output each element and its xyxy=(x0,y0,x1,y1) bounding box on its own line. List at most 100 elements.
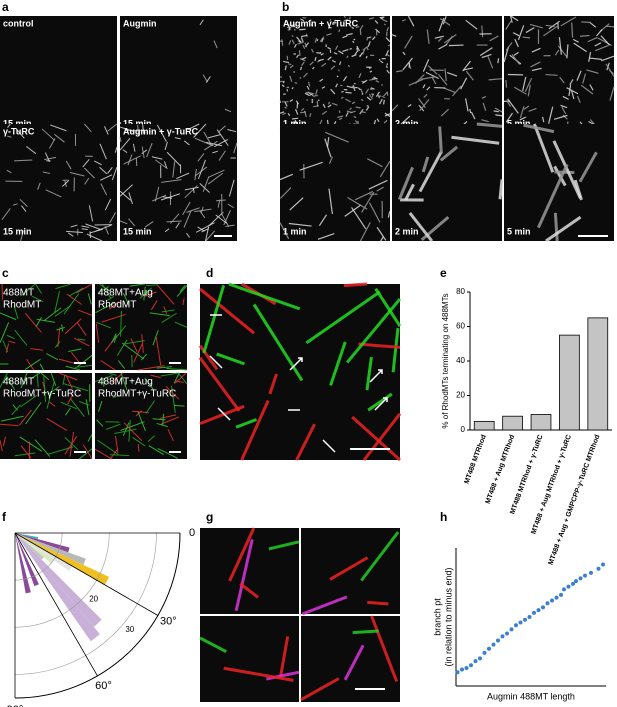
filament xyxy=(325,131,349,143)
filament xyxy=(70,398,85,417)
filament xyxy=(525,27,535,34)
filament xyxy=(186,207,200,213)
filament xyxy=(523,123,555,134)
point xyxy=(541,605,545,610)
point xyxy=(550,598,554,603)
filament xyxy=(369,70,373,73)
filament xyxy=(605,25,615,28)
filament xyxy=(365,356,373,391)
filament xyxy=(503,46,510,63)
filament xyxy=(198,356,241,412)
filament xyxy=(95,323,100,343)
filament xyxy=(560,104,568,109)
filament xyxy=(353,115,357,119)
filament xyxy=(309,92,315,95)
filament xyxy=(524,77,533,92)
filament xyxy=(380,60,384,64)
filament xyxy=(19,198,28,207)
filament xyxy=(41,128,56,141)
filament xyxy=(120,421,145,431)
filament xyxy=(113,335,117,343)
filament xyxy=(407,103,412,108)
filament xyxy=(223,666,294,682)
filament xyxy=(205,76,211,83)
filament xyxy=(42,171,51,174)
filament xyxy=(54,305,72,317)
filament xyxy=(346,297,402,364)
filament xyxy=(26,145,37,155)
filament xyxy=(342,35,348,39)
point xyxy=(509,627,514,632)
filament xyxy=(378,58,381,61)
filament xyxy=(166,151,181,167)
time-label: 1 min xyxy=(283,226,307,236)
filament xyxy=(89,228,104,234)
filament xyxy=(220,213,230,228)
filament xyxy=(86,233,103,242)
image-caption: 488MT xyxy=(3,288,34,299)
filament xyxy=(296,54,300,59)
filament xyxy=(437,74,448,86)
filament xyxy=(434,35,444,39)
filament xyxy=(571,22,574,38)
filament xyxy=(387,44,391,47)
filament xyxy=(522,36,531,39)
image-caption: 488MT+Aug xyxy=(98,377,153,388)
filament xyxy=(422,84,426,89)
filament xyxy=(69,171,85,177)
filament xyxy=(327,46,331,50)
micrograph xyxy=(0,284,92,370)
filament xyxy=(97,400,103,412)
filament xyxy=(300,37,304,43)
filament xyxy=(552,140,582,199)
filament xyxy=(15,127,25,139)
filament xyxy=(13,305,19,320)
filament xyxy=(44,156,57,161)
filament xyxy=(30,348,44,351)
filament xyxy=(375,80,380,83)
filament xyxy=(95,302,115,314)
filament xyxy=(137,411,146,431)
filament xyxy=(327,104,332,108)
filament xyxy=(76,283,93,294)
filament xyxy=(571,90,575,100)
filament xyxy=(545,24,555,28)
filament xyxy=(553,114,568,120)
filament xyxy=(425,71,439,80)
filament xyxy=(197,153,205,162)
scale-bar xyxy=(350,448,390,450)
filament xyxy=(294,28,296,31)
micrograph xyxy=(0,124,117,241)
r-tick-label: 30 xyxy=(125,625,134,634)
filament xyxy=(301,595,348,616)
filament xyxy=(497,58,500,64)
filament xyxy=(100,183,108,196)
bar xyxy=(559,334,580,431)
filament xyxy=(195,222,215,233)
filament xyxy=(402,18,406,22)
point xyxy=(527,615,532,619)
filament xyxy=(330,65,336,70)
filament xyxy=(201,228,209,233)
filament xyxy=(104,335,117,352)
filament xyxy=(114,146,118,153)
filament xyxy=(505,20,512,30)
point xyxy=(601,562,605,567)
filament xyxy=(365,106,370,111)
filament xyxy=(174,137,181,140)
filament xyxy=(304,92,310,97)
filament xyxy=(105,295,115,302)
filament xyxy=(298,50,301,57)
filament xyxy=(64,318,82,335)
filament xyxy=(225,224,235,227)
filament xyxy=(558,37,562,55)
wedge xyxy=(15,533,54,564)
filament xyxy=(166,368,188,371)
filament xyxy=(307,19,312,23)
filament xyxy=(291,35,294,38)
filament xyxy=(309,61,314,66)
filament xyxy=(331,59,336,63)
filament xyxy=(514,86,527,95)
time-label: 5 min xyxy=(507,226,531,236)
filament xyxy=(163,306,168,314)
